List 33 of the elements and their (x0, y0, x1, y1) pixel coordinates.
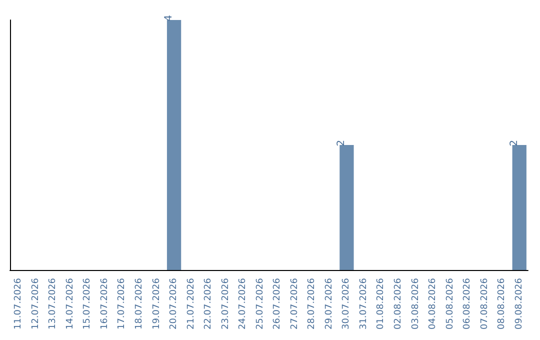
x-tick-label: 05.08.2026 (445, 278, 456, 330)
x-tick-label: 09.08.2026 (514, 278, 524, 330)
x-tick-label: 08.08.2026 (497, 278, 508, 330)
x-tick-label: 31.07.2026 (358, 278, 369, 330)
x-tick-label: 24.07.2026 (238, 278, 248, 330)
x-tick-label: 18.07.2026 (134, 278, 144, 330)
x-tick-label: 27.07.2026 (290, 278, 300, 330)
x-tick-label: 26.07.2026 (272, 278, 283, 330)
x-tick-label: 15.07.2026 (82, 278, 93, 330)
x-tick-label: 25.07.2026 (255, 278, 266, 330)
x-tick-label: 22.07.2026 (204, 278, 214, 330)
x-tick-label: 20.07.2026 (169, 278, 180, 330)
x-tick-label: 21.07.2026 (186, 278, 196, 330)
x-tick-label: 11.07.2026 (14, 278, 24, 330)
x-tick-label: 03.08.2026 (410, 278, 421, 330)
x-tick-label: 02.08.2026 (394, 278, 404, 330)
x-tick-label: 19.07.2026 (152, 278, 162, 330)
data-label: 2 (336, 140, 348, 146)
data-label: 4 (164, 14, 175, 22)
x-tick-label: 12.07.2026 (30, 278, 41, 330)
x-tick-label: 30.07.2026 (342, 278, 352, 330)
x-tick-label: 13.07.2026 (48, 278, 58, 330)
x-tick-label: 01.08.2026 (376, 278, 386, 330)
x-tick-label: 14.07.2026 (65, 278, 76, 330)
x-tick-label: 07.08.2026 (480, 278, 490, 330)
x-tick-label: 06.08.2026 (462, 278, 473, 330)
x-tick-label: 17.07.2026 (117, 278, 128, 330)
x-tick-label: 23.07.2026 (220, 278, 231, 330)
x-tick-label: 16.07.2026 (100, 278, 110, 330)
x-tick-label: 29.07.2026 (324, 278, 334, 330)
x-tick-label: 04.08.2026 (428, 278, 438, 330)
x-tick-label: 28.07.2026 (307, 278, 318, 330)
data-label: 2 (508, 140, 520, 146)
